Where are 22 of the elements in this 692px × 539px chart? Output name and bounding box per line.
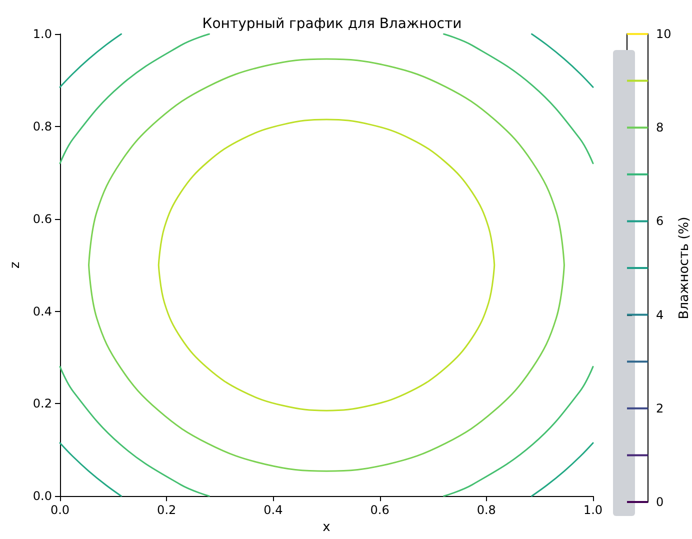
- y-tick-label: 0.4: [32, 304, 52, 318]
- y-axis-title: z: [8, 261, 24, 268]
- color-bar-label: 0: [656, 495, 664, 509]
- x-tick-label: 0.2: [157, 503, 176, 518]
- y-tick-label: 0.8: [32, 119, 52, 134]
- x-tick-label: 0.6: [370, 503, 390, 518]
- chart-title: Контурный график для Влажности: [202, 16, 462, 32]
- color-bar-label: 2: [656, 401, 664, 416]
- x-tick-label: 1.0: [583, 503, 603, 518]
- x-tick-label: 0.4: [264, 503, 283, 518]
- color-bar-label: 10: [656, 27, 672, 41]
- color-bar-label: 6: [656, 214, 664, 228]
- x-tick-label: 0.0: [50, 503, 70, 518]
- y-tick-label: 0.2: [32, 396, 52, 411]
- y-tick-label: 0.6: [32, 212, 52, 226]
- y-tick-label: 1.0: [32, 27, 52, 41]
- x-tick-label: 0.8: [476, 503, 496, 518]
- color-bar-label: 8: [656, 120, 664, 135]
- x-axis-title: x: [322, 520, 331, 535]
- color-bar-title: Влажность (%): [677, 216, 692, 320]
- y-tick-label: 0.0: [32, 489, 52, 504]
- color-bar-label: 4: [656, 308, 664, 322]
